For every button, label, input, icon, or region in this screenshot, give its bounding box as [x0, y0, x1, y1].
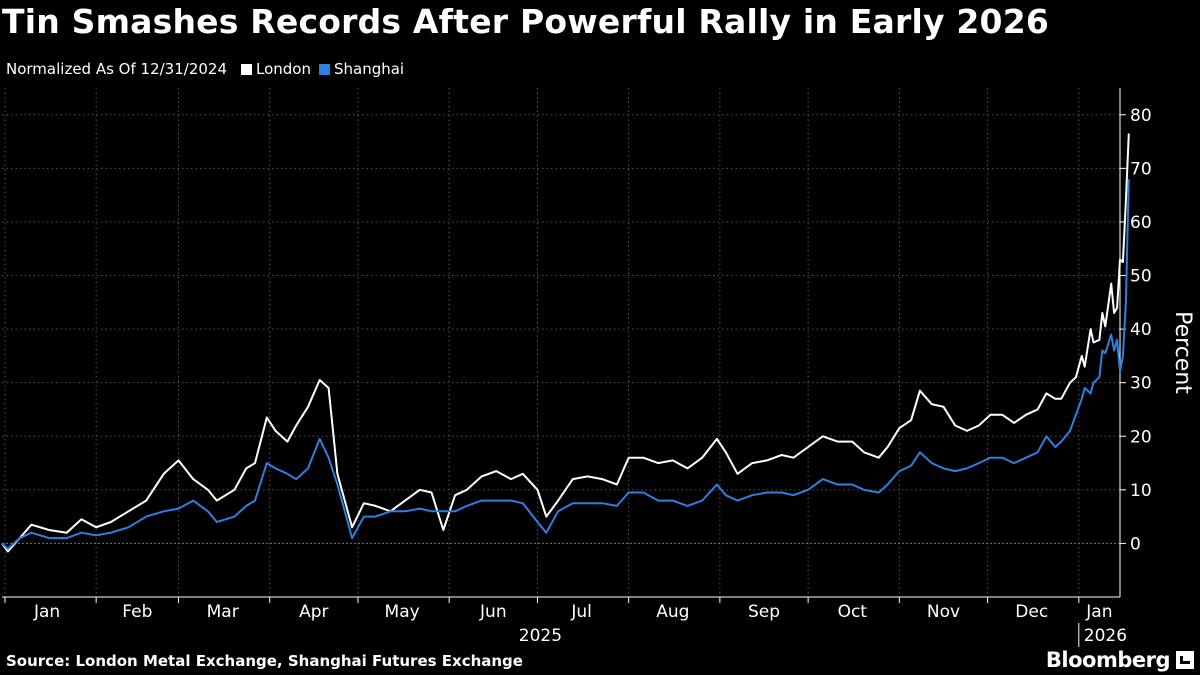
x-tick-label: Jan [33, 602, 60, 622]
brand-name: Bloomberg [1045, 648, 1171, 672]
series-line-shanghai [1, 179, 1130, 550]
x-tick-label: Oct [838, 602, 868, 622]
x-tick-label: Jan [1085, 602, 1112, 622]
x-tick-label: Dec [1015, 602, 1048, 622]
chart-subtitle: Normalized As Of 12/31/2024 [6, 60, 227, 78]
y-tick-label: 60 [1130, 213, 1152, 233]
chart-title: Tin Smashes Records After Powerful Rally… [2, 2, 1050, 41]
x-tick-label: Aug [656, 602, 689, 622]
y-tick-label: 80 [1130, 106, 1152, 126]
x-tick-label: May [385, 602, 420, 622]
x-tick-label: Sep [748, 602, 780, 622]
x-year-label: 2025 [519, 626, 562, 646]
legend-item-shanghai: Shanghai [318, 60, 405, 78]
legend-label-london: London [256, 60, 311, 78]
y-tick-label: 70 [1130, 159, 1152, 179]
series-line-london [1, 133, 1130, 553]
x-tick-label: Apr [299, 602, 328, 622]
legend-label-shanghai: Shanghai [333, 60, 405, 78]
x-year-label: 2026 [1084, 626, 1127, 646]
legend: Normalized As Of 12/31/2024 London Shang… [6, 60, 412, 78]
x-tick-label: Mar [207, 602, 239, 622]
legend-item-london: London [241, 60, 311, 78]
y-tick-label: 30 [1130, 374, 1152, 394]
brand-badge-icon [1176, 651, 1194, 669]
y-tick-label: 10 [1130, 481, 1152, 501]
brand-logo: Bloomberg [1046, 648, 1194, 672]
x-tick-label: Jul [570, 602, 592, 622]
y-axis-title: Percent [1170, 311, 1195, 394]
legend-swatch-london [241, 63, 252, 75]
x-tick-label: Jun [479, 602, 507, 622]
y-tick-label: 40 [1130, 320, 1152, 340]
x-tick-label: Feb [122, 602, 152, 622]
source-note: Source: London Metal Exchange, Shanghai … [6, 652, 523, 670]
y-tick-label: 0 [1130, 534, 1141, 554]
x-tick-label: Nov [927, 602, 960, 622]
y-tick-label: 50 [1130, 267, 1152, 287]
y-tick-label: 20 [1130, 427, 1152, 447]
legend-swatch-shanghai [318, 63, 330, 75]
